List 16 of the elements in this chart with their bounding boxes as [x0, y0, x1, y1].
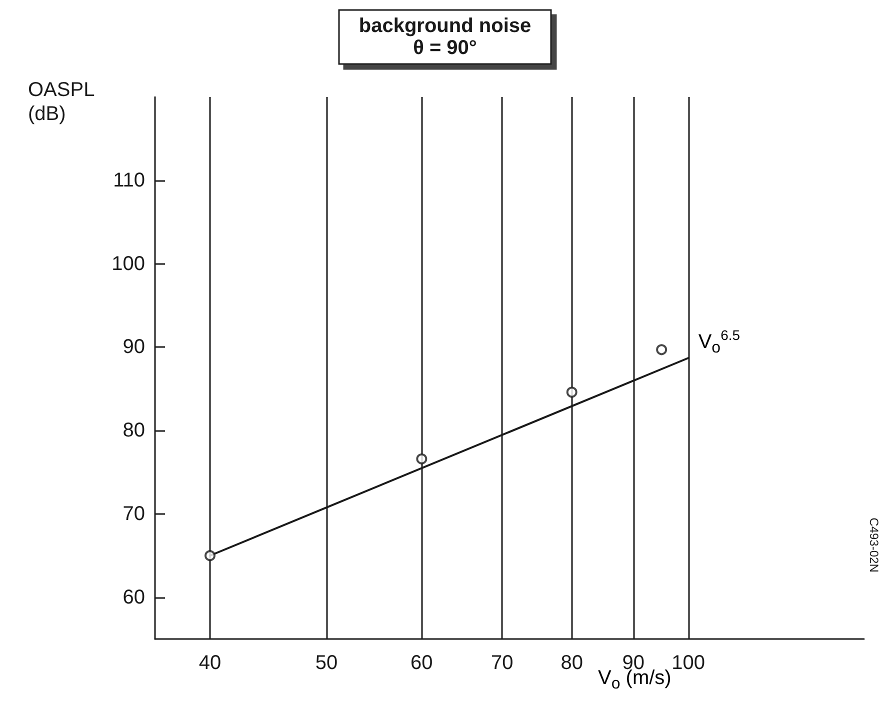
- y-tick-label: 60: [122, 586, 145, 608]
- chart-subtitle: θ = 90°: [413, 37, 477, 59]
- y-tick-label: 110: [113, 169, 145, 192]
- x-tick-label: 100: [672, 652, 706, 674]
- x-tick-label: 80: [560, 652, 583, 674]
- x-tick-label: 60: [410, 652, 433, 674]
- y-tick-label: 90: [122, 336, 145, 358]
- x-tick-label: 50: [315, 652, 338, 674]
- y-tick-label: 70: [122, 502, 145, 525]
- x-tick-label: 70: [491, 652, 514, 674]
- chart-title: background noise: [358, 15, 532, 37]
- x-tick-label: 40: [198, 652, 222, 674]
- text: C493-02N: [867, 518, 881, 572]
- y-axis-title: OASPL (dB): [28, 79, 95, 125]
- y-tick-label: 80: [122, 420, 145, 442]
- y-tick-label: 100: [112, 252, 145, 275]
